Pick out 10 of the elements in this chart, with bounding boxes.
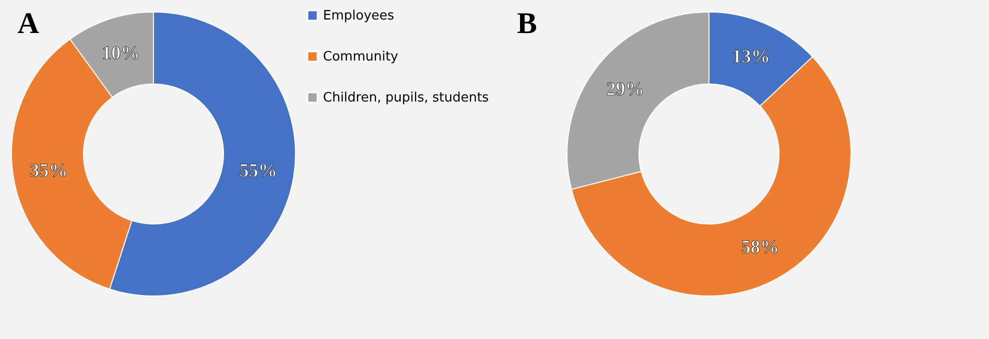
data-label: 55% [239,160,278,182]
chart-title: B [517,7,538,40]
legend-label: Community [323,50,399,64]
chart-title: A [18,7,40,40]
data-label: 58% [741,236,780,258]
legend-label: Children, pupils, students [323,90,490,106]
data-label: 35% [30,160,68,182]
data-label: 13% [732,46,770,68]
legend-label: Employees [323,8,394,24]
data-label: 29% [606,79,644,100]
